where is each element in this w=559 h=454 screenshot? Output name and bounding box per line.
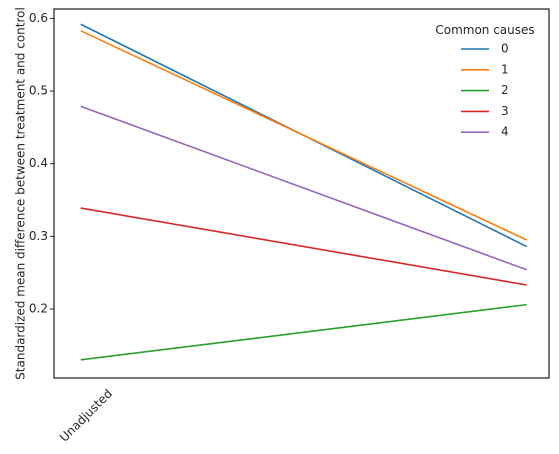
series-line-1	[80, 30, 528, 241]
plot-area	[53, 8, 550, 379]
series-line-4	[80, 105, 527, 271]
legend-label-3: 3	[501, 104, 509, 118]
y-tick-label: 0.6	[29, 11, 48, 25]
x-axis-ticks: Unadjusted	[57, 386, 115, 444]
legend-label-0: 0	[501, 42, 509, 56]
x-tick-label: Unadjusted	[57, 386, 115, 444]
legend-label-2: 2	[501, 83, 509, 97]
y-tick-label: 0.2	[29, 301, 48, 315]
y-axis-ticks: 0.2 0.3 0.4 0.5 0.6	[29, 11, 54, 315]
legend-label-1: 1	[501, 62, 509, 76]
legend-title: Common causes	[435, 23, 534, 37]
series-line-3	[80, 207, 527, 286]
y-axis-title: Standardized mean difference between tre…	[14, 7, 28, 380]
legend-label-4: 4	[501, 125, 509, 139]
y-tick-label: 0.5	[29, 84, 48, 98]
y-tick-label: 0.4	[29, 156, 48, 170]
legend: Common causes 0 1 2 3 4	[435, 23, 534, 139]
series-line-2	[80, 303, 527, 361]
series-layer	[80, 23, 528, 361]
y-tick-label: 0.3	[29, 229, 48, 243]
